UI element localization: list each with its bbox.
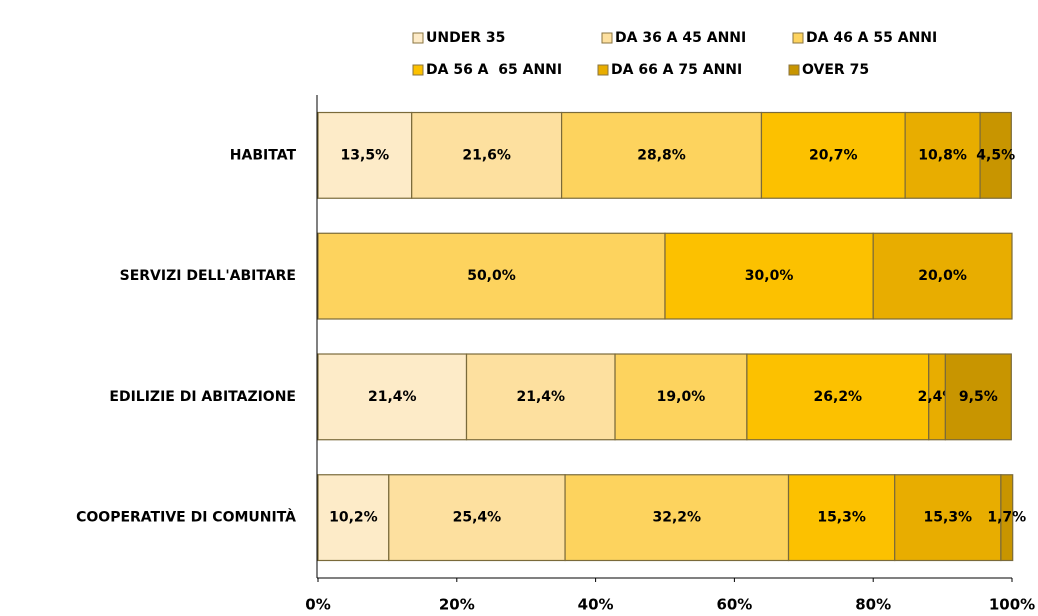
bar-segment — [760, 111, 906, 199]
bar-segment — [944, 353, 1012, 441]
category-label: COOPERATIVE DI COMUNITÀ — [76, 509, 296, 526]
bar-segment — [979, 111, 1012, 199]
bar-segment — [894, 474, 1002, 562]
category-label: SERVIZI DELL'ABITARE — [120, 268, 296, 284]
bar-segment — [317, 474, 390, 562]
data-label: 25,4% — [453, 510, 502, 526]
bar-segment — [1000, 474, 1014, 562]
bar-segment — [904, 111, 981, 199]
bar-segment — [317, 232, 666, 320]
x-tick-label: 40% — [578, 596, 614, 614]
data-label: 1,7% — [987, 510, 1026, 526]
category-label: EDILIZIE DI ABITAZIONE — [109, 389, 296, 405]
x-tick-label: 0% — [305, 596, 330, 614]
bar-segment — [317, 353, 468, 441]
legend-label: OVER 75 — [802, 62, 869, 78]
data-label: 9,5% — [959, 389, 998, 405]
bar-segment — [564, 474, 790, 562]
data-label: 28,8% — [637, 147, 686, 163]
legend-swatch — [601, 32, 613, 44]
legend-label: UNDER 35 — [426, 30, 505, 46]
data-label: 10,2% — [329, 510, 378, 526]
legend-label: DA 36 A 45 ANNI — [615, 30, 746, 46]
bar-segment — [746, 353, 930, 441]
data-label: 21,6% — [462, 147, 511, 163]
bar-segment — [872, 232, 1013, 320]
data-label: 32,2% — [653, 510, 702, 526]
bar-segment — [787, 474, 896, 562]
bar-segment — [664, 232, 874, 320]
legend-swatch — [788, 64, 800, 76]
category-label: HABITAT — [230, 147, 297, 163]
data-label: 15,3% — [817, 510, 866, 526]
bar-segment — [411, 111, 563, 199]
x-tick-label: 20% — [439, 596, 475, 614]
x-tick-label: 100% — [989, 596, 1035, 614]
data-label: 20,0% — [918, 268, 967, 284]
data-label: 19,0% — [657, 389, 706, 405]
data-label: 20,7% — [809, 147, 858, 163]
data-label: 50,0% — [467, 268, 516, 284]
legend-swatch — [792, 32, 804, 44]
data-label: 10,8% — [918, 147, 967, 163]
legend-swatch — [597, 64, 609, 76]
data-label: 30,0% — [745, 268, 794, 284]
legend-label: DA 56 A 65 ANNI — [426, 62, 562, 78]
data-label: 13,5% — [341, 147, 390, 163]
data-label: 4,5% — [976, 147, 1015, 163]
bar-segment — [614, 353, 748, 441]
bar-segment — [388, 474, 566, 562]
x-tick-label: 80% — [855, 596, 891, 614]
bar-segment — [560, 111, 763, 199]
data-label: 15,3% — [924, 510, 973, 526]
data-label: 21,4% — [368, 389, 417, 405]
x-tick-label: 60% — [716, 596, 752, 614]
legend-label: DA 46 A 55 ANNI — [806, 30, 937, 46]
data-label: 21,4% — [516, 389, 565, 405]
data-label: 26,2% — [814, 389, 863, 405]
legend-label: DA 66 A 75 ANNI — [611, 62, 742, 78]
legend-swatch — [412, 64, 424, 76]
legend-swatch — [412, 32, 424, 44]
bar-segment — [317, 111, 413, 199]
